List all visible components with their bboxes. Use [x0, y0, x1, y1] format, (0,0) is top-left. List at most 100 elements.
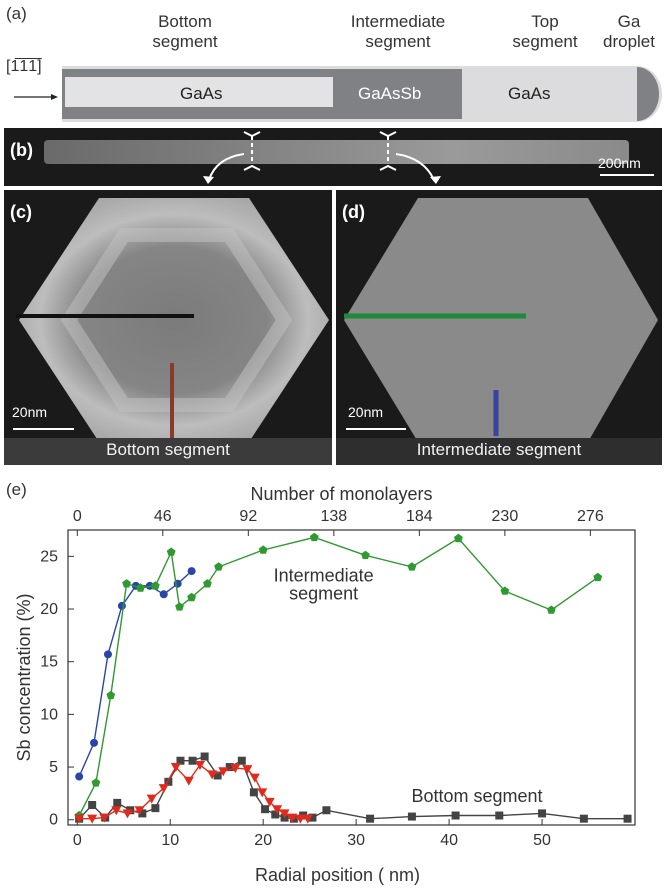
panel-c-image	[4, 190, 332, 465]
data-point	[113, 798, 122, 807]
data-point	[203, 579, 212, 588]
top-segment-title: Top segment	[512, 12, 578, 51]
data-point	[249, 773, 260, 783]
y-tick-label: 20	[40, 601, 58, 618]
top-tick-label: 46	[154, 508, 172, 525]
data-point	[91, 778, 101, 787]
data-point	[309, 532, 319, 542]
data-point	[99, 813, 110, 823]
top-tick-label: 184	[406, 508, 433, 525]
data-point	[200, 752, 209, 761]
data-point	[230, 764, 241, 774]
y-tick-label: 15	[40, 654, 58, 671]
data-point	[257, 788, 268, 798]
data-point	[249, 788, 258, 797]
data-point	[188, 756, 197, 765]
data-point	[103, 650, 112, 659]
data-point	[500, 586, 510, 595]
data-point	[117, 601, 126, 610]
panel-d-caption: Intermediate segment	[416, 440, 582, 459]
y-axis-label: Sb concentration (%)	[14, 593, 34, 761]
top-tick-label: 0	[73, 508, 82, 525]
panel-c-caption: Bottom segment	[106, 440, 230, 459]
data-point	[75, 772, 84, 781]
data-point	[87, 814, 98, 824]
x-axis-label: Radial position ( nm)	[255, 865, 420, 885]
data-point	[214, 562, 223, 571]
data-point	[106, 690, 116, 700]
data-point	[134, 806, 145, 816]
data-point	[74, 814, 85, 824]
data-point	[407, 812, 416, 821]
data-point	[136, 583, 145, 592]
y-tick-label: 25	[40, 548, 58, 565]
data-point	[151, 581, 160, 590]
data-point	[295, 814, 306, 824]
top-tick-label: 138	[320, 508, 347, 525]
data-point	[207, 770, 218, 780]
data-point	[264, 797, 275, 807]
data-point	[361, 550, 370, 559]
data-point	[187, 592, 196, 602]
top-tick-label: 276	[577, 508, 604, 525]
panel-c-letter: (c)	[10, 202, 32, 222]
data-point	[623, 814, 632, 823]
data-point	[279, 809, 290, 819]
data-point	[302, 814, 313, 824]
data-point	[138, 809, 147, 818]
data-point	[170, 763, 181, 773]
data-point	[451, 811, 460, 820]
plot-frame	[67, 529, 636, 826]
data-point	[454, 533, 463, 543]
data-point	[175, 602, 184, 611]
panel-b-scale-label: 200nm	[598, 155, 641, 171]
x-tick-label: 50	[533, 832, 551, 849]
panel-a-letter: (a)	[6, 4, 27, 23]
data-point	[146, 794, 157, 804]
panel-d-image	[336, 190, 662, 465]
top-axis-label: Number of monolayers	[250, 484, 432, 504]
data-point	[88, 800, 97, 809]
y-tick-label: 0	[49, 812, 58, 829]
gaas-right-label: GaAs	[508, 84, 551, 103]
data-point	[218, 767, 229, 777]
data-point	[90, 738, 99, 747]
y-tick-label: 5	[49, 759, 58, 776]
panel-d-scale-label: 20nm	[348, 404, 384, 420]
chart-annotation: Bottom segment	[411, 786, 542, 806]
nanowire-schematic	[62, 66, 662, 122]
panel-c-scale-label: 20nm	[12, 404, 48, 420]
data-point	[287, 813, 298, 823]
data-point	[579, 814, 588, 823]
data-point	[151, 804, 160, 813]
data-point	[547, 605, 556, 614]
data-point	[258, 545, 268, 554]
data-point	[272, 805, 283, 815]
data-point	[237, 756, 246, 765]
panel-d-letter: (d)	[342, 202, 365, 222]
data-point	[242, 765, 253, 775]
panel-b-image	[4, 128, 662, 186]
data-point	[495, 811, 504, 820]
data-point	[164, 777, 173, 786]
data-point	[213, 771, 222, 780]
data-point	[122, 809, 133, 819]
panel-b-letter: (b)	[10, 140, 33, 160]
data-point	[158, 784, 169, 794]
intermediate-segment-title: Intermediate segment	[350, 12, 446, 51]
panel-e-letter: (e)	[6, 480, 27, 499]
chart-annotation: segment	[289, 584, 358, 604]
ga-droplet-title: Ga droplet	[603, 12, 655, 51]
data-point	[366, 814, 375, 823]
x-tick-label: 20	[254, 832, 272, 849]
data-point	[538, 809, 547, 818]
data-point	[225, 763, 234, 772]
data-point	[194, 760, 205, 770]
gaassb-label: GaAsSb	[358, 84, 422, 103]
data-point	[308, 813, 317, 822]
data-point	[271, 810, 280, 819]
gaas-left-label: GaAs	[180, 84, 223, 103]
data-point	[111, 806, 122, 816]
top-tick-label: 230	[492, 508, 519, 525]
x-tick-label: 10	[161, 832, 179, 849]
